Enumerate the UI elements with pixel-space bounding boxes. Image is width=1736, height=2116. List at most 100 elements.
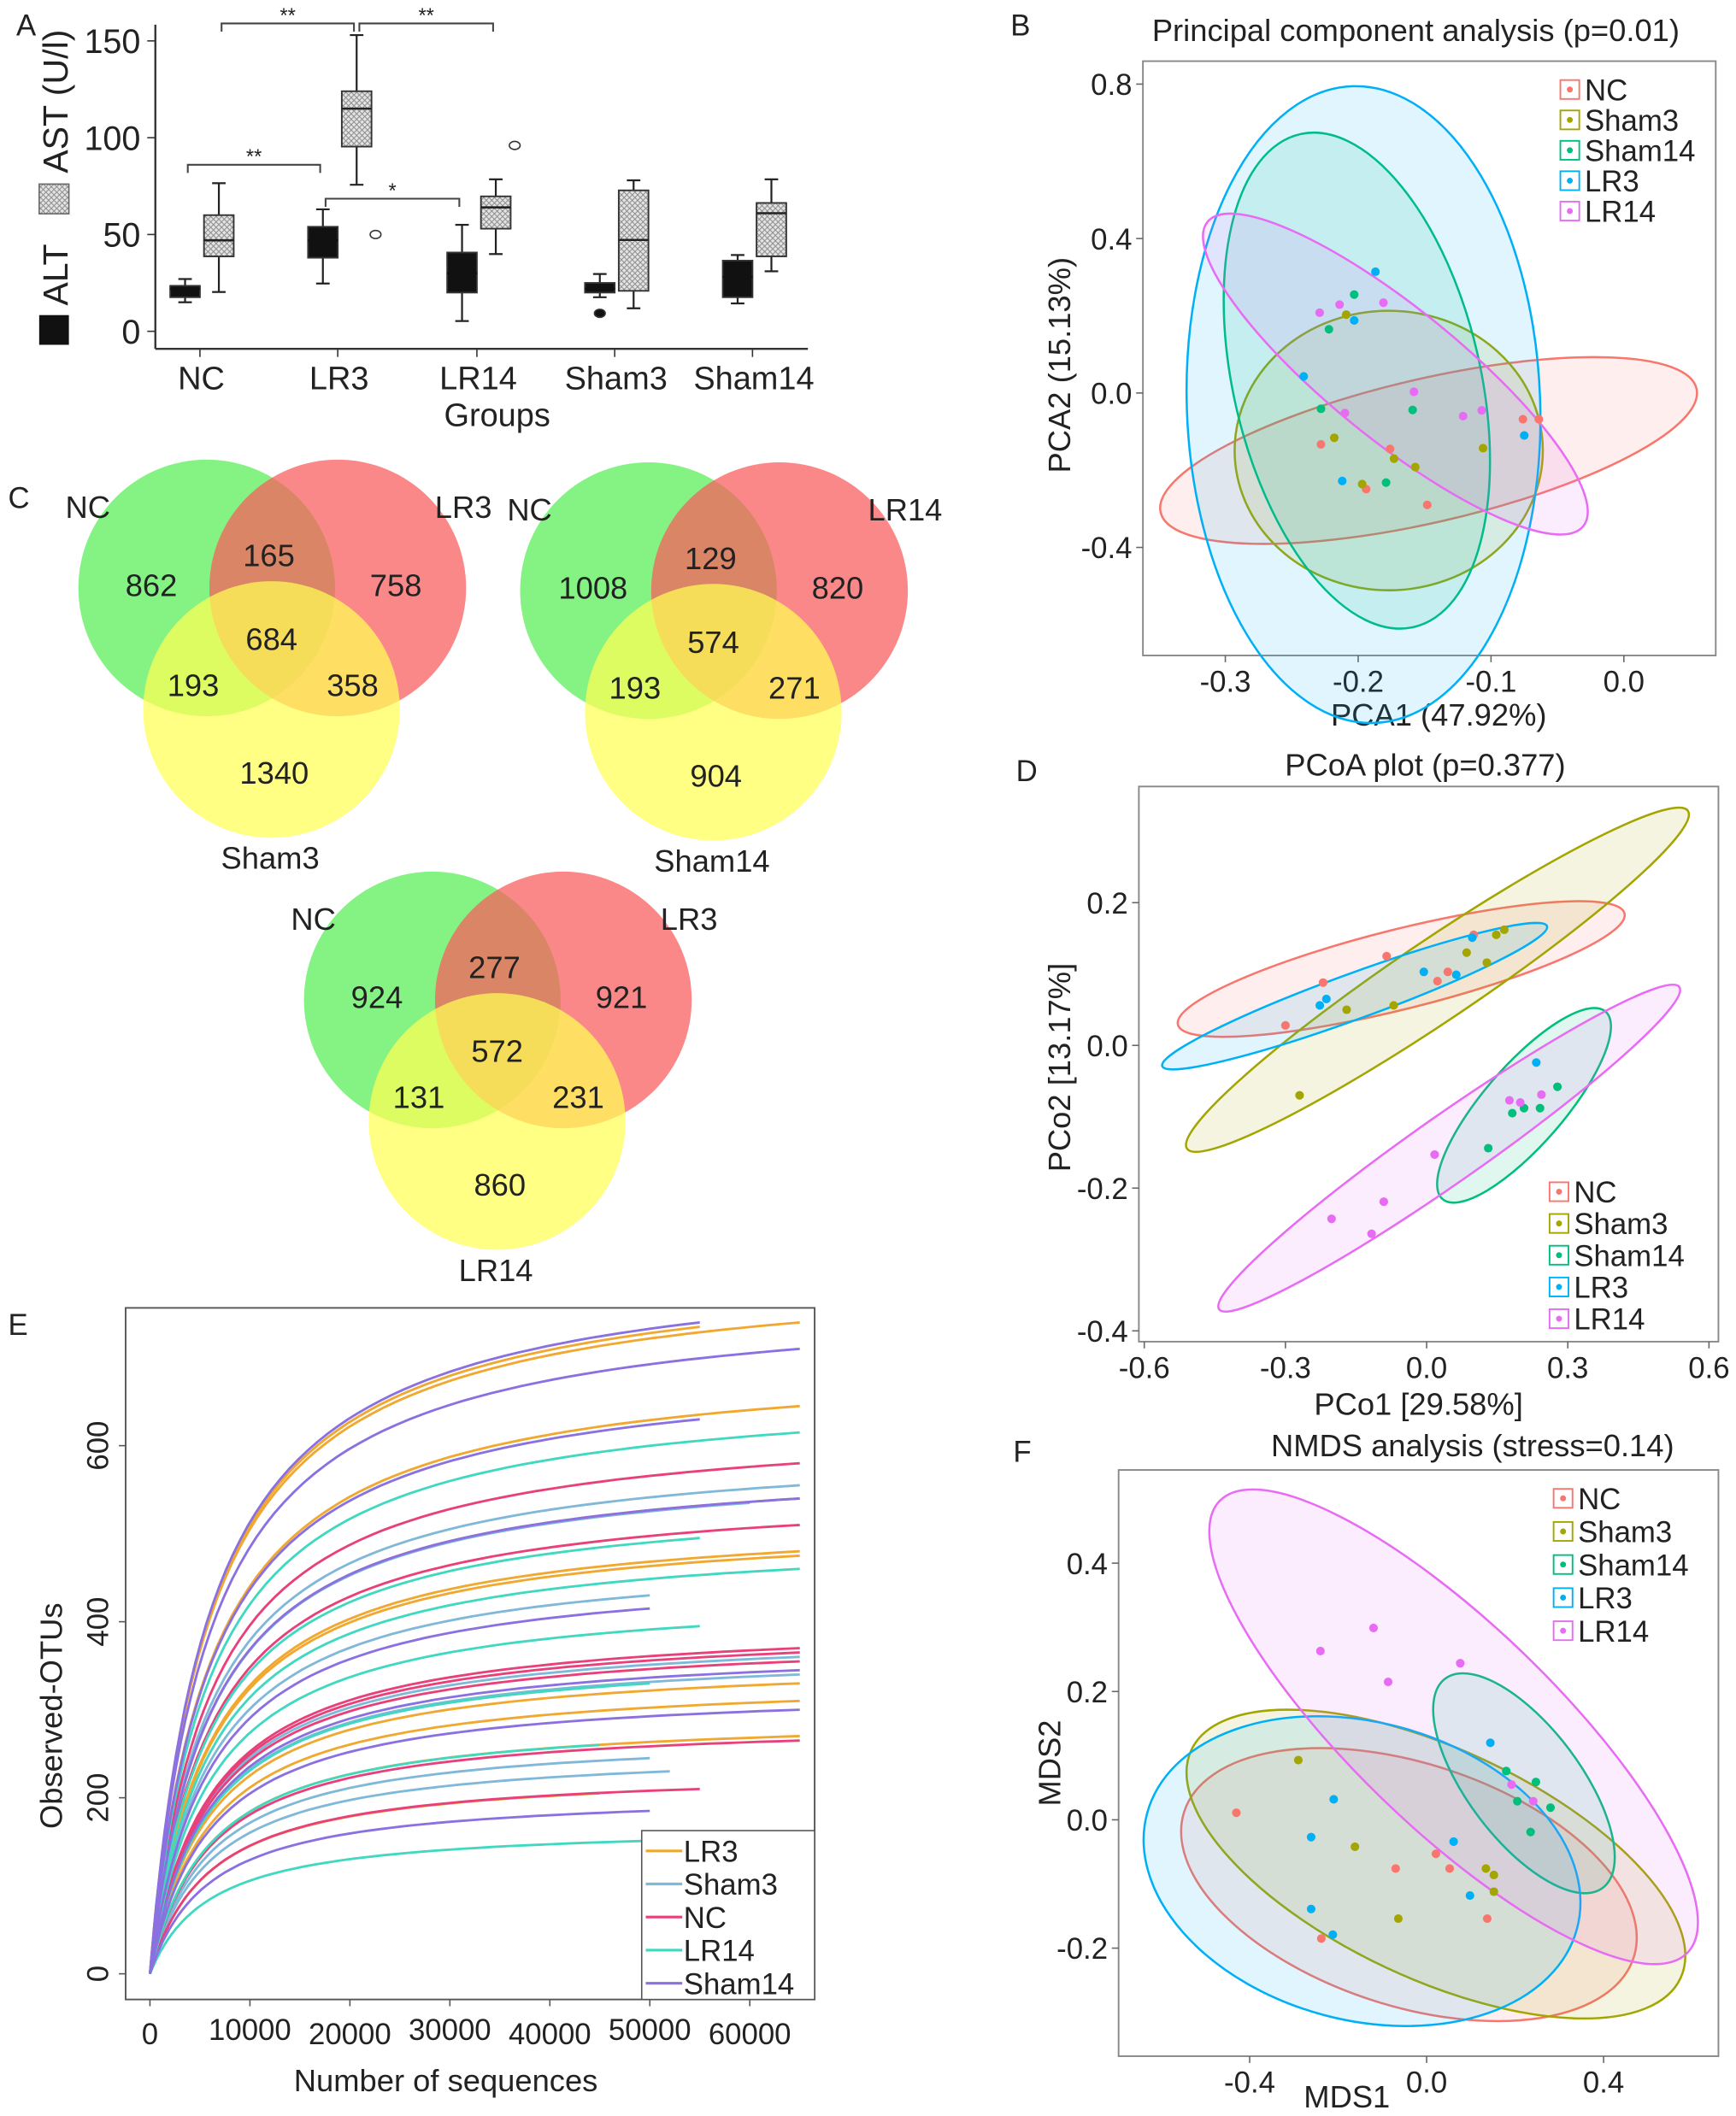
confidence-ellipse-nc	[1176, 900, 1627, 1038]
point-sham3	[1389, 1001, 1398, 1010]
curve-sham14	[149, 1496, 800, 1974]
curve-lr14	[149, 1537, 700, 1974]
box	[340, 90, 373, 148]
venn-diagram: 924 921 860 277 131 231 572 NC LR3 LR14	[291, 871, 717, 1288]
confidence-ellipse-lr14	[1202, 212, 1589, 536]
significance-label: **	[280, 5, 295, 27]
legend-label: Sham3	[1578, 1517, 1672, 1549]
curve-sham14	[149, 1809, 650, 1975]
box	[480, 195, 512, 230]
point-lr14	[1379, 298, 1388, 308]
panel-c-venn: 862 758 1340 165 193 358 684 NC LR3 Sham3 1008 820 9…	[65, 459, 942, 1288]
venn-count-c: 1340	[239, 755, 309, 791]
y-tick-label: 100	[84, 120, 140, 157]
point-nc	[1443, 967, 1452, 977]
point-sham3	[1489, 1870, 1498, 1880]
confidence-ellipse-lr14	[1217, 983, 1681, 1314]
curve-lr14	[149, 1743, 600, 1974]
y-tick-label: 0.4	[1067, 1549, 1108, 1581]
point-nc	[1391, 1864, 1400, 1873]
point-lr3	[1321, 994, 1331, 1004]
point-lr14	[1409, 387, 1419, 397]
significance-label: *	[389, 180, 397, 203]
box-ast-sham14	[756, 178, 787, 273]
legend-item-sham3: Sham3	[1548, 1208, 1668, 1241]
legend-label: LR14	[1585, 197, 1656, 229]
x-tick-label: 30000	[409, 2014, 491, 2047]
legend-item-lr14: LR14	[645, 1936, 755, 1968]
legend-key-dot	[1556, 1220, 1562, 1227]
alt-legend-label: ALT	[36, 244, 75, 305]
x-tick-label: -0.6	[1119, 1353, 1170, 1385]
box	[756, 202, 787, 257]
legend-label: Sham14	[1585, 136, 1696, 168]
y-tick-label: 200	[82, 1773, 115, 1823]
outlier-point	[593, 309, 606, 319]
point-sham14	[1531, 1778, 1540, 1787]
legend-key-dot	[1556, 1315, 1562, 1322]
panel-e-rarefaction: 0 10000 20000 30000 40000 50000 60000 0 200 400 60…	[34, 1307, 816, 2098]
y-tick-label: 0.4	[1091, 224, 1132, 256]
point-nc	[1386, 444, 1395, 454]
curve-lr14	[149, 1567, 800, 1974]
legend-item-lr3: LR3	[1559, 166, 1639, 198]
y-axis-label: PCA2 (15.13%)	[1042, 257, 1077, 473]
venn-set-label: NC	[291, 902, 336, 937]
legend-label: LR3	[1585, 166, 1639, 198]
point-sham3	[1389, 454, 1398, 463]
point-lr3	[1468, 933, 1477, 943]
y-tick-label: 0.0	[1091, 378, 1132, 410]
legend-item-sham14: Sham14	[645, 1968, 794, 2001]
legend-label: LR14	[684, 1936, 755, 1968]
panel-f-nmds: NMDS analysis (stress=0.14) -0.4 0.0 0.4 0.4…	[1033, 1428, 1720, 2114]
legend-key-dot	[1560, 1594, 1567, 1601]
legend-label: NC	[684, 1902, 727, 1935]
box-ast-nc	[203, 182, 235, 293]
venn-set-label: Sham14	[654, 843, 769, 879]
point-lr3	[1486, 1738, 1495, 1748]
legend-key-dot	[1556, 1188, 1562, 1195]
point-lr3	[1350, 315, 1359, 325]
ast-legend-swatch	[38, 183, 70, 215]
significance-bracket: *	[324, 180, 461, 207]
point-lr14	[1335, 300, 1345, 309]
x-tick-label: 40000	[509, 2019, 591, 2051]
legend-box	[640, 1830, 815, 2001]
point-sham14	[1408, 405, 1417, 414]
x-tick-label: 0.3	[1547, 1353, 1588, 1385]
alt-legend-swatch	[38, 314, 69, 345]
x-axis-label: Groups	[444, 397, 550, 433]
point-sham3	[1492, 930, 1501, 939]
ast-legend-label: AST (U/l)	[36, 30, 75, 173]
legend-item-sham3: Sham3	[1552, 1517, 1672, 1549]
point-lr3	[1338, 476, 1347, 485]
legend-label: Sham3	[1574, 1208, 1668, 1241]
curve-sham14	[149, 1708, 800, 1974]
confidence-ellipse-nc	[1159, 356, 1698, 545]
venn-count-a: 1008	[558, 571, 627, 606]
legend-label: LR14	[1574, 1304, 1645, 1337]
point-sham3	[1393, 1913, 1403, 1924]
point-sham3	[1481, 1864, 1491, 1873]
point-lr14	[1504, 1096, 1515, 1105]
legend-key-dot	[1567, 208, 1574, 215]
point-lr14	[1537, 1090, 1546, 1099]
legend-item-nc: NC	[1559, 74, 1627, 107]
y-tick-label: 0	[121, 314, 140, 351]
point-lr3	[1451, 970, 1461, 979]
x-tick-label: 10000	[209, 2014, 291, 2047]
y-tick-label: 600	[82, 1421, 115, 1471]
legend-item-lr3: LR3	[1548, 1273, 1628, 1305]
legend-item-nc: NC	[1548, 1177, 1617, 1209]
point-nc	[1431, 1849, 1440, 1859]
curve-sham14	[149, 1347, 800, 1974]
outlier-point	[509, 140, 521, 150]
venn-count-ab: 165	[243, 538, 295, 573]
y-tick-label: -0.4	[1077, 1316, 1128, 1349]
confidence-ellipse-lr3	[1161, 921, 1549, 1071]
point-sham3	[1329, 433, 1339, 443]
point-lr3	[1328, 1930, 1338, 1939]
venn-count-b: 820	[812, 571, 864, 606]
legend-item-lr14: LR14	[1552, 1616, 1649, 1649]
panel-label-b: B	[1010, 10, 1030, 43]
